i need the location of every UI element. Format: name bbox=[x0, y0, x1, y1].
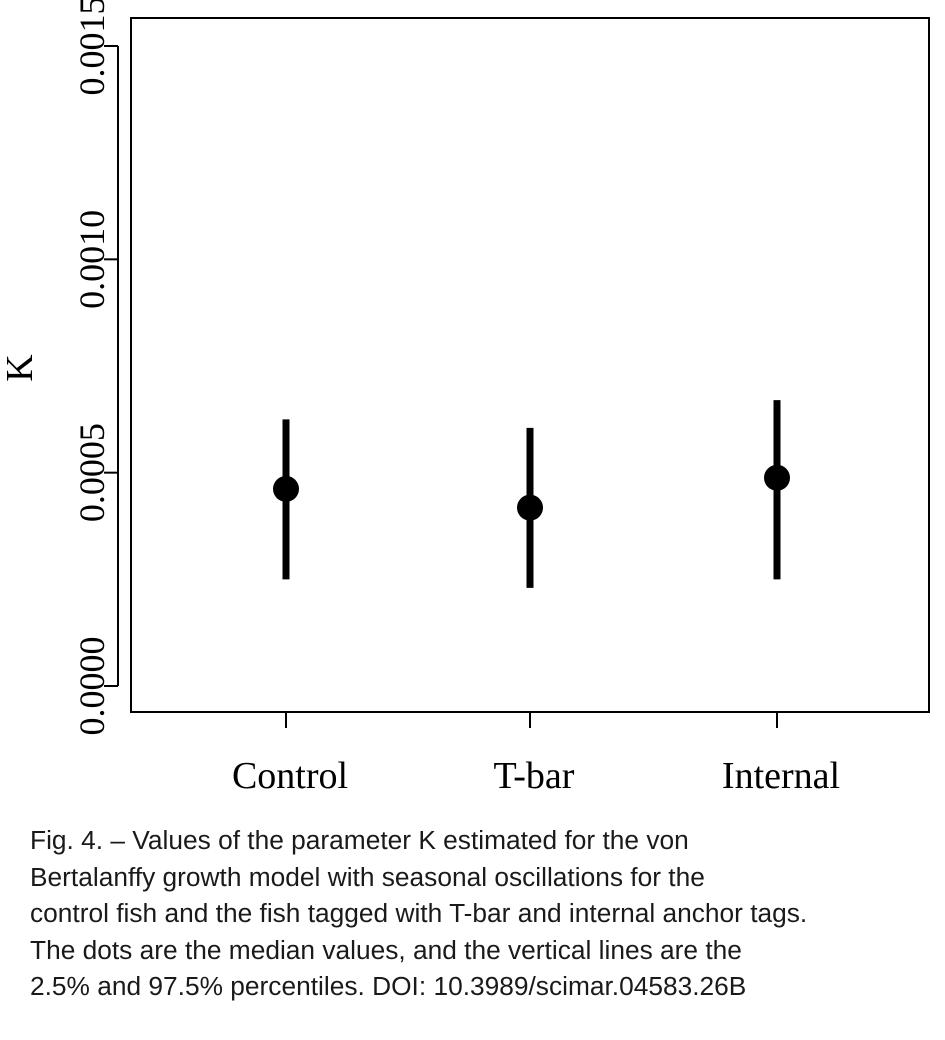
median-point bbox=[764, 464, 790, 491]
y-tick-label: 0.0000 bbox=[72, 637, 112, 736]
x-tick-label: Internal bbox=[722, 755, 840, 797]
y-axis: 0.0000 0.0005 0.0010 0.0015 bbox=[72, 0, 119, 736]
plot-frame bbox=[130, 17, 930, 713]
caption-line: Bertalanffy growth model with seasonal o… bbox=[30, 861, 705, 892]
x-axis: Control T-bar Internal bbox=[232, 712, 840, 797]
y-axis-label: K bbox=[0, 354, 41, 382]
y-tick-label: 0.0005 bbox=[72, 423, 112, 522]
caption-line: 2.5% and 97.5% percentiles. DOI: 10.3989… bbox=[30, 971, 747, 1002]
y-tick-label: 0.0010 bbox=[72, 210, 112, 309]
caption-line: control fish and the fish tagged with T-… bbox=[30, 898, 808, 929]
data-marks bbox=[273, 400, 790, 588]
y-tick-label: 0.0015 bbox=[72, 0, 112, 96]
caption-line: Fig. 4. – Values of the parameter K esti… bbox=[30, 825, 689, 855]
caption-line: The dots are the median values, and the … bbox=[30, 934, 742, 965]
x-tick-label: T-bar bbox=[494, 755, 575, 797]
median-point bbox=[517, 494, 543, 521]
median-point bbox=[273, 475, 299, 502]
figure-caption: Fig. 4. – Values of the parameter K esti… bbox=[30, 822, 945, 1005]
chart: 0.0000 0.0005 0.0010 0.0015 Control T-bar Int… bbox=[0, 0, 930, 797]
x-tick-label: Control bbox=[232, 755, 348, 797]
